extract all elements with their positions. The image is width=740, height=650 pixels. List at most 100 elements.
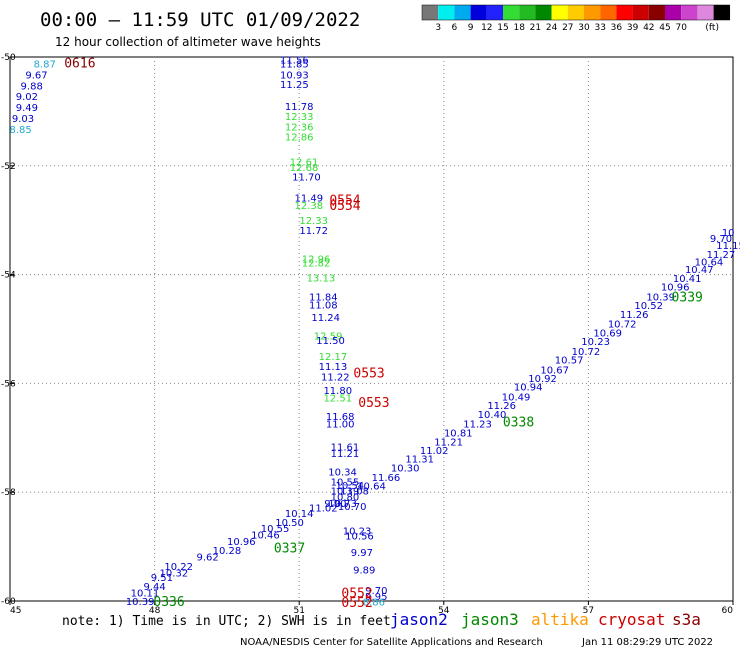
swh-value-label: 12.36	[285, 123, 314, 134]
swh-value-label: 11.26	[620, 310, 649, 321]
colorbar-swatch	[584, 5, 601, 20]
colorbar-unit: (ft)	[705, 23, 719, 33]
swh-value-label: 9.51	[151, 573, 173, 584]
swh-value-label: 12.68	[290, 163, 319, 174]
swh-value-label: 11.02	[309, 503, 338, 514]
colorbar-legend: 3 6 9 12 15 18 21 24 27 30 33 36 39 42 45 70 (ft)	[421, 4, 731, 33]
swh-value-label: 10.47	[685, 265, 714, 276]
colorbar-tick-label: 45	[659, 23, 670, 33]
colorbar-swatch	[681, 5, 698, 20]
colorbar-swatch	[535, 5, 552, 20]
colorbar-tick-label: 24	[546, 23, 558, 33]
y-tick-label: -60	[1, 597, 16, 607]
swh-value-label: 9.97	[351, 548, 373, 559]
pass-time-label: 0336	[153, 595, 184, 610]
swh-value-label: 10.64	[357, 482, 386, 493]
x-tick-label: 54	[438, 606, 450, 616]
swh-value-label: 11.68	[326, 412, 355, 423]
colorbar-swatch	[422, 5, 439, 20]
colorbar-tick-label: 30	[578, 23, 590, 33]
pass-time-label: 0337	[274, 542, 305, 557]
swh-value-label: 12.61	[290, 157, 319, 168]
swh-value-label: 8.86	[363, 598, 385, 609]
colorbar-swatch	[519, 5, 536, 20]
colorbar-tick-label: 9	[468, 23, 474, 33]
swh-value-label: 10.93	[280, 70, 309, 81]
swh-value-label: 9.67	[25, 70, 47, 81]
swh-value-label: 10.52	[634, 301, 663, 312]
satellite-legend-jason2: jason2	[390, 610, 448, 629]
x-tick-label: 51	[293, 606, 304, 616]
timestamp-text: Jan 11 08:29:29 UTC 2022	[581, 637, 713, 648]
swh-value-label: 10.80	[331, 493, 360, 504]
colorbar-tick-label: 15	[497, 23, 508, 33]
swh-value-label: 11.00	[326, 420, 355, 431]
swh-value-label: 10.11	[131, 588, 160, 599]
swh-value-label: 10.39	[331, 487, 360, 498]
swh-value-label: 11.61	[331, 443, 360, 454]
swh-value-label: 13.13	[307, 273, 336, 284]
colorbar-swatch	[632, 5, 649, 20]
swh-value-label: 11.15	[716, 241, 740, 252]
swh-value-label: 10.96	[661, 283, 690, 294]
swh-value-label: 11.56	[280, 56, 309, 67]
swh-value-label: 10.39	[646, 292, 675, 303]
colorbar-swatch	[665, 5, 682, 20]
x-tick-label: 48	[149, 606, 161, 616]
swh-value-label: 10.70	[338, 502, 367, 513]
swh-value-label: 10.73	[328, 499, 357, 510]
swh-value-label: 9.90	[324, 499, 346, 510]
colorbar-tick-label: 36	[611, 23, 623, 33]
swh-value-label: 9.95	[365, 592, 387, 603]
colorbar-swatch	[616, 5, 633, 20]
satellite-legend-jason3: jason3	[461, 610, 519, 629]
x-tick-label: 45	[10, 606, 21, 616]
swh-value-label: 9.03	[12, 114, 34, 125]
swh-value-label: 11.21	[434, 438, 463, 449]
swh-value-label: 10.72	[572, 347, 601, 358]
pass-time-label: 0616	[64, 56, 95, 71]
swh-value-label: 10.56	[345, 532, 374, 543]
swh-value-label: 10.14	[285, 509, 314, 520]
swh-value-label: 11.13	[319, 362, 348, 373]
swh-value-label: 11.23	[463, 420, 492, 431]
colorbar-tick-label: 21	[530, 23, 541, 33]
swh-value-label: 11.22	[321, 372, 350, 383]
satellite-legend: jason2 jason3 altika cryosat s3a	[390, 610, 701, 629]
chart-title: 00:00 – 11:59 UTC 01/09/2022	[40, 9, 360, 31]
swh-value-label: 10.23	[343, 526, 372, 537]
swh-value-label: 10.54	[335, 481, 364, 492]
swh-value-label: 9.02	[16, 92, 38, 103]
y-tick-label: -56	[1, 379, 16, 389]
swh-value-label: 8.87	[34, 60, 56, 71]
swh-value-label: 11.02	[420, 446, 449, 457]
swh-value-label: 11.84	[309, 292, 338, 303]
colorbar-swatch	[600, 5, 617, 20]
swh-value-label: 10.64	[695, 258, 724, 269]
y-tick-label: -58	[1, 488, 16, 498]
pass-time-label: 0552	[341, 596, 372, 611]
colorbar-swatch	[503, 5, 520, 20]
colorbar-tick-label: 39	[627, 23, 639, 33]
swh-value-label: 11.21	[331, 449, 360, 460]
swh-value-label: 10.46	[251, 531, 280, 542]
swh-value-label: 10	[722, 228, 735, 239]
colorbar-tick-label: 6	[452, 23, 458, 33]
swh-value-label: 11.66	[372, 473, 401, 484]
grid-lines	[10, 57, 733, 601]
swh-value-label: 11.70	[292, 173, 321, 184]
y-tick-label: -54	[1, 271, 16, 281]
swh-value-label: 11.08	[340, 487, 369, 498]
swh-value-label: 10.23	[581, 337, 610, 348]
swh-value-label: 11.26	[487, 401, 516, 412]
colorbar-swatch	[567, 5, 584, 20]
colorbar-tick-label: 3	[435, 23, 441, 33]
pass-time-label: 0553	[358, 396, 389, 411]
swh-value-label: 12.59	[314, 332, 343, 343]
colorbar-swatch	[486, 5, 503, 20]
swh-value-label: 11.49	[295, 193, 324, 204]
pass-time-label: 0553	[353, 367, 384, 382]
swh-value-label: 9.49	[16, 103, 38, 114]
swh-value-label: 11.31	[405, 454, 434, 465]
